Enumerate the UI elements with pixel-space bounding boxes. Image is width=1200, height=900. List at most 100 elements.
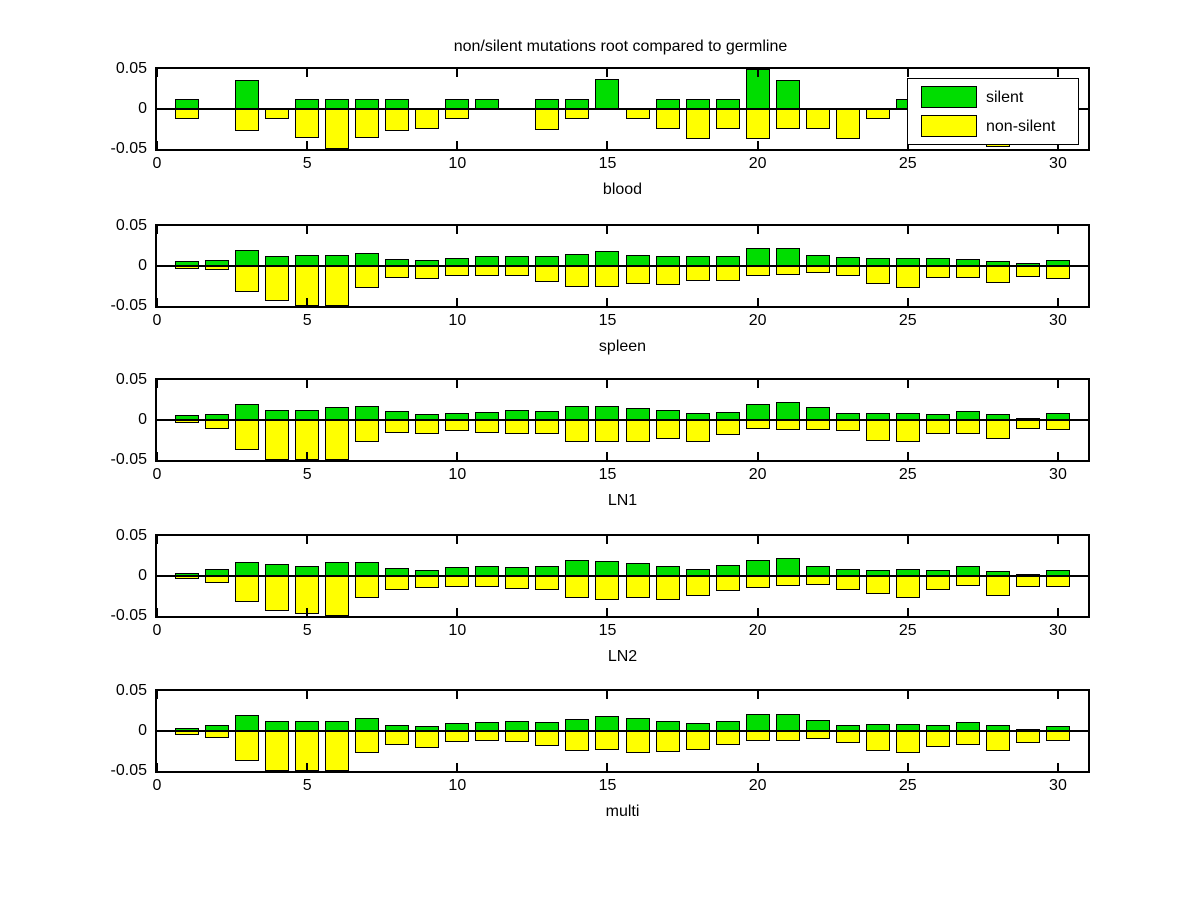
bar-silent-x20	[745, 248, 770, 266]
x-tick-mark	[156, 141, 158, 149]
bar-silent-x15	[595, 560, 620, 576]
x-tick-mark	[606, 226, 609, 234]
x-tick-mark	[606, 452, 609, 460]
bar-non-silent-x13	[535, 576, 560, 590]
x-tick-label: 10	[448, 777, 467, 794]
bar-non-silent-x19	[715, 731, 740, 746]
bar-non-silent-x25	[895, 576, 920, 598]
bar-non-silent-x9	[415, 420, 440, 435]
bar-non-silent-x18	[685, 266, 710, 282]
x-tick-mark	[456, 298, 459, 306]
x-tick-mark	[606, 691, 609, 699]
bar-non-silent-x12	[505, 731, 530, 743]
bar-silent-x7	[355, 562, 380, 576]
bar-non-silent-x3	[235, 420, 260, 450]
bar-non-silent-x17	[655, 266, 680, 286]
x-tick-mark	[606, 380, 609, 388]
x-tick-mark	[456, 226, 459, 234]
bar-silent-x14	[565, 560, 590, 576]
x-tick-mark	[1056, 452, 1059, 460]
bar-non-silent-x27	[955, 266, 980, 278]
bar-silent-x15	[595, 405, 620, 420]
x-tick-mark	[1056, 141, 1059, 149]
x-tick-mark	[306, 141, 309, 149]
bar-non-silent-x27	[955, 420, 980, 434]
bar-silent-x3	[235, 561, 260, 576]
bar-non-silent-x17	[655, 731, 680, 752]
y-tick-label: -0.05	[110, 140, 147, 157]
bar-non-silent-x28	[985, 576, 1010, 596]
bar-non-silent-x8	[385, 266, 410, 278]
x-tick-mark	[906, 69, 909, 77]
bar-non-silent-x20	[745, 109, 770, 139]
bar-silent-x21	[775, 402, 800, 420]
bar-non-silent-x6	[325, 420, 350, 460]
bar-non-silent-x24	[865, 576, 890, 595]
bar-non-silent-x20	[745, 420, 770, 429]
x-tick-mark	[306, 226, 309, 234]
x-tick-mark	[906, 608, 909, 616]
x-tick-mark	[606, 608, 609, 616]
x-tick-mark	[756, 141, 759, 149]
bar-non-silent-x17	[655, 109, 680, 129]
bar-non-silent-x26	[925, 576, 950, 591]
bar-non-silent-x29	[1015, 731, 1040, 743]
x-tick-mark	[156, 226, 158, 234]
x-tick-label: 20	[748, 777, 767, 794]
bar-non-silent-x18	[685, 420, 710, 443]
axes-LN2: 0 5 10 15 20 25 30 0.05 0 -0.05 LN2	[111, 527, 1090, 665]
bar-non-silent-x10	[445, 576, 470, 588]
bar-non-silent-x18	[685, 731, 710, 751]
bar-non-silent-x9	[415, 731, 440, 748]
bar-non-silent-x16	[625, 576, 650, 599]
x-tick-label: 15	[598, 466, 617, 483]
bar-non-silent-x6	[325, 109, 350, 149]
x-tick-mark	[756, 763, 759, 771]
bar-non-silent-x22	[805, 731, 830, 739]
x-tick-mark	[156, 298, 158, 306]
bar-non-silent-x10	[445, 731, 470, 743]
bar-non-silent-x7	[355, 109, 380, 138]
bar-non-silent-x19	[715, 109, 740, 129]
x-tick-label: 20	[748, 155, 767, 172]
axes-LN1: 0 5 10 15 20 25 30 0.05 0 -0.05 LN1	[111, 371, 1090, 509]
legend-entry-silent: silent	[908, 86, 1078, 109]
bar-silent-x21	[775, 80, 800, 109]
bar-non-silent-x26	[925, 266, 950, 278]
bar-non-silent-x8	[385, 576, 410, 591]
x-tick-mark	[606, 763, 609, 771]
x-tick-mark	[756, 691, 759, 699]
bar-non-silent-x7	[355, 420, 380, 443]
x-tick-mark	[1056, 608, 1059, 616]
bar-non-silent-x24	[865, 109, 890, 120]
bar-non-silent-x29	[1015, 420, 1040, 429]
bar-non-silent-x4	[265, 576, 290, 612]
x-tick-label: 5	[302, 777, 312, 794]
y-tick-label: 0	[138, 567, 147, 584]
x-tick-label: 10	[448, 155, 467, 172]
bar-non-silent-x5	[295, 109, 320, 138]
bar-non-silent-x13	[535, 731, 560, 747]
bar-non-silent-x28	[985, 420, 1010, 440]
axes-spleen: 0 5 10 15 20 25 30 0.05 0 -0.05 spleen	[111, 217, 1090, 355]
x-tick-mark	[456, 141, 459, 149]
bar-non-silent-x3	[235, 266, 260, 293]
bar-non-silent-x21	[775, 109, 800, 129]
xlabel-spleen: spleen	[598, 338, 647, 355]
x-tick-label: 10	[448, 312, 467, 329]
x-tick-mark	[906, 226, 909, 234]
bar-non-silent-x24	[865, 420, 890, 441]
x-tick-mark	[306, 380, 309, 388]
bar-non-silent-x8	[385, 731, 410, 745]
zero-baseline	[157, 265, 1088, 267]
x-tick-mark	[1056, 69, 1059, 77]
x-tick-label: 0	[152, 466, 162, 483]
bar-non-silent-x11	[475, 576, 500, 588]
x-tick-mark	[456, 763, 459, 771]
bar-non-silent-x19	[715, 266, 740, 282]
x-tick-mark	[306, 608, 309, 616]
x-tick-mark	[156, 380, 158, 388]
bar-non-silent-x4	[265, 420, 290, 460]
bar-non-silent-x8	[385, 420, 410, 433]
